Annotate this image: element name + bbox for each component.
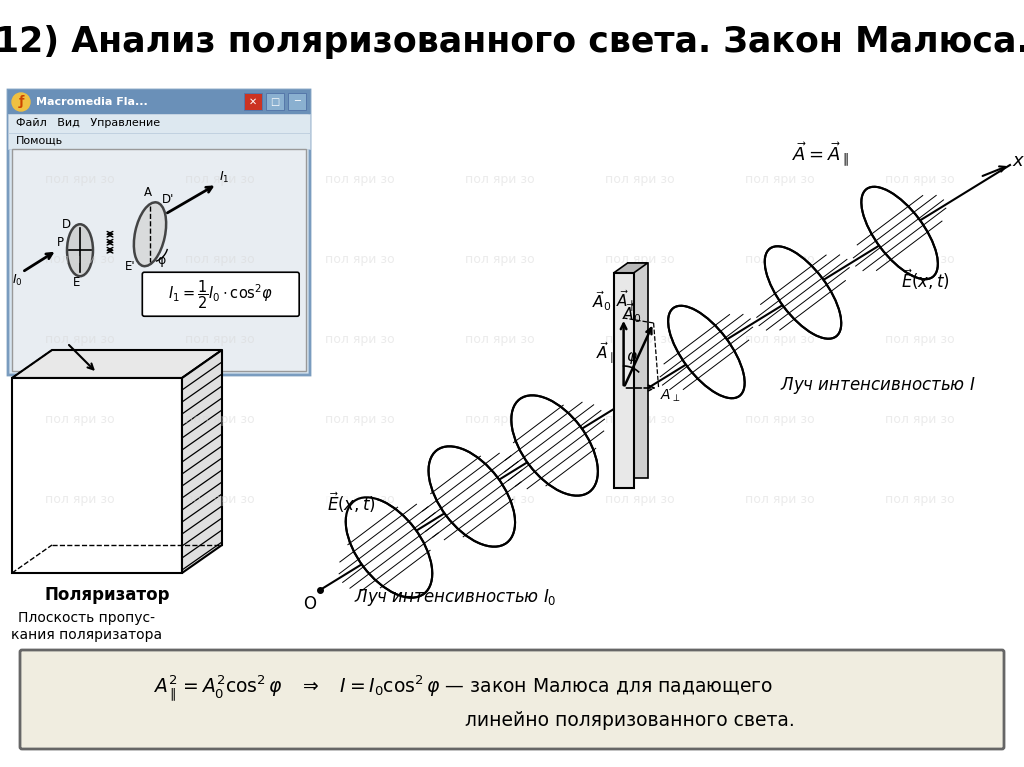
Text: пол яри зо: пол яри зо (45, 413, 115, 426)
Text: пол яри зо: пол яри зо (45, 493, 115, 506)
Text: x: x (1013, 152, 1023, 170)
Text: пол яри зо: пол яри зо (605, 173, 675, 186)
Text: □: □ (270, 97, 280, 107)
Polygon shape (182, 350, 222, 573)
Text: пол яри зо: пол яри зо (605, 413, 675, 426)
Text: E: E (74, 276, 81, 288)
Text: ƒ: ƒ (18, 96, 24, 108)
Text: пол яри зо: пол яри зо (745, 254, 815, 266)
Text: пол яри зо: пол яри зо (185, 173, 255, 186)
Text: $I_1$: $I_1$ (219, 170, 229, 185)
Text: $\vec{A} = \vec{A}_{\parallel}$: $\vec{A} = \vec{A}_{\parallel}$ (792, 140, 849, 170)
Text: φ: φ (158, 254, 166, 267)
Text: Помощь: Помощь (16, 136, 63, 146)
Polygon shape (628, 263, 647, 478)
Text: пол яри зо: пол яри зо (326, 413, 395, 426)
Text: пол яри зо: пол яри зо (326, 493, 395, 506)
Text: ─: ─ (294, 97, 300, 107)
Ellipse shape (134, 202, 166, 266)
Text: Плоскость пропус-: Плоскость пропус- (18, 611, 156, 625)
Text: пол яри зо: пол яри зо (185, 254, 255, 266)
Polygon shape (12, 350, 222, 378)
Text: пол яри зо: пол яри зо (605, 334, 675, 347)
Bar (8, 114, 310, 133)
FancyBboxPatch shape (8, 90, 310, 375)
Text: P: P (56, 235, 63, 249)
Circle shape (12, 93, 30, 111)
Text: $A_{\parallel}^2 = A_0^2\cos^2\varphi$   $\Rightarrow$   $I = I_0\cos^2\varphi$ : $A_{\parallel}^2 = A_0^2\cos^2\varphi$ $… (153, 673, 773, 703)
Bar (12, 149, 306, 371)
Text: $\varphi$: $\varphi$ (626, 350, 638, 366)
Polygon shape (12, 378, 182, 573)
Text: пол яри зо: пол яри зо (465, 173, 535, 186)
Text: пол яри зо: пол яри зо (465, 334, 535, 347)
Bar (8, 90, 310, 114)
Text: ✕: ✕ (249, 97, 257, 107)
Ellipse shape (428, 446, 515, 547)
Text: Луч интенсивностью $I$: Луч интенсивностью $I$ (780, 374, 976, 396)
Bar (266, 93, 284, 110)
Text: $\vec{A}_{\parallel}$: $\vec{A}_{\parallel}$ (615, 288, 635, 314)
Ellipse shape (346, 497, 432, 597)
Text: пол яри зо: пол яри зо (465, 493, 535, 506)
Text: пол яри зо: пол яри зо (885, 173, 954, 186)
Text: пол яри зо: пол яри зо (605, 493, 675, 506)
Text: пол яри зо: пол яри зо (885, 334, 954, 347)
Text: $\vec{A}_0$: $\vec{A}_0$ (592, 289, 611, 313)
Ellipse shape (861, 186, 938, 279)
Text: пол яри зо: пол яри зо (185, 493, 255, 506)
Text: пол яри зо: пол яри зо (465, 254, 535, 266)
Text: пол яри зо: пол яри зо (326, 173, 395, 186)
Text: пол яри зо: пол яри зо (465, 413, 535, 426)
Ellipse shape (67, 224, 93, 276)
Ellipse shape (765, 246, 842, 339)
Text: пол яри зо: пол яри зо (185, 334, 255, 347)
Text: $\vec{E}(x, t)$: $\vec{E}(x, t)$ (327, 490, 376, 515)
Text: кания поляризатора: кания поляризатора (11, 628, 163, 642)
Text: пол яри зо: пол яри зо (885, 493, 954, 506)
Text: D: D (61, 218, 71, 231)
Ellipse shape (511, 395, 598, 495)
Text: Файл   Вид   Управление: Файл Вид Управление (16, 118, 160, 129)
Text: 12) Анализ поляризованного света. Закон Малюса.: 12) Анализ поляризованного света. Закон … (0, 25, 1024, 59)
Text: $\vec{A}_{\parallel}$: $\vec{A}_{\parallel}$ (596, 341, 615, 366)
Text: D': D' (162, 193, 174, 206)
Text: пол яри зо: пол яри зо (326, 334, 395, 347)
Text: пол яри зо: пол яри зо (185, 413, 255, 426)
Text: пол яри зо: пол яри зо (605, 254, 675, 266)
Bar (244, 93, 262, 110)
Text: пол яри зо: пол яри зо (45, 173, 115, 186)
Text: O: O (303, 595, 316, 613)
Polygon shape (613, 263, 647, 273)
Polygon shape (52, 350, 222, 545)
Bar (288, 93, 306, 110)
Text: пол яри зо: пол яри зо (885, 254, 954, 266)
Text: пол яри зо: пол яри зо (45, 254, 115, 266)
Text: пол яри зо: пол яри зо (745, 413, 815, 426)
Text: Поляризатор: Поляризатор (44, 586, 170, 604)
Text: Луч интенсивностью $I_0$: Луч интенсивностью $I_0$ (353, 588, 556, 608)
Text: $\vec{E}(x, t)$: $\vec{E}(x, t)$ (901, 267, 950, 291)
Bar (8, 133, 310, 149)
Text: Macromedia Fla...: Macromedia Fla... (36, 97, 147, 107)
Text: пол яри зо: пол яри зо (45, 334, 115, 347)
Text: пол яри зо: пол яри зо (885, 413, 954, 426)
Text: E': E' (125, 260, 135, 273)
Text: пол яри зо: пол яри зо (745, 173, 815, 186)
Text: пол яри зо: пол яри зо (745, 493, 815, 506)
FancyBboxPatch shape (20, 650, 1004, 749)
Text: пол яри зо: пол яри зо (745, 334, 815, 347)
Text: $A_{\perp}$: $A_{\perp}$ (660, 388, 681, 404)
Text: пол яри зо: пол яри зо (326, 254, 395, 266)
Text: $I_1 = \dfrac{1}{2}I_0 \cdot \cos^2\!\varphi$: $I_1 = \dfrac{1}{2}I_0 \cdot \cos^2\!\va… (168, 278, 273, 311)
Text: $\vec{A}_0$: $\vec{A}_0$ (622, 301, 641, 325)
Polygon shape (613, 273, 634, 488)
Text: $I_0$: $I_0$ (11, 273, 23, 288)
FancyBboxPatch shape (142, 272, 299, 316)
Ellipse shape (668, 306, 744, 398)
Text: A: A (144, 186, 152, 199)
Text: линейно поляризованного света.: линейно поляризованного света. (465, 711, 795, 730)
